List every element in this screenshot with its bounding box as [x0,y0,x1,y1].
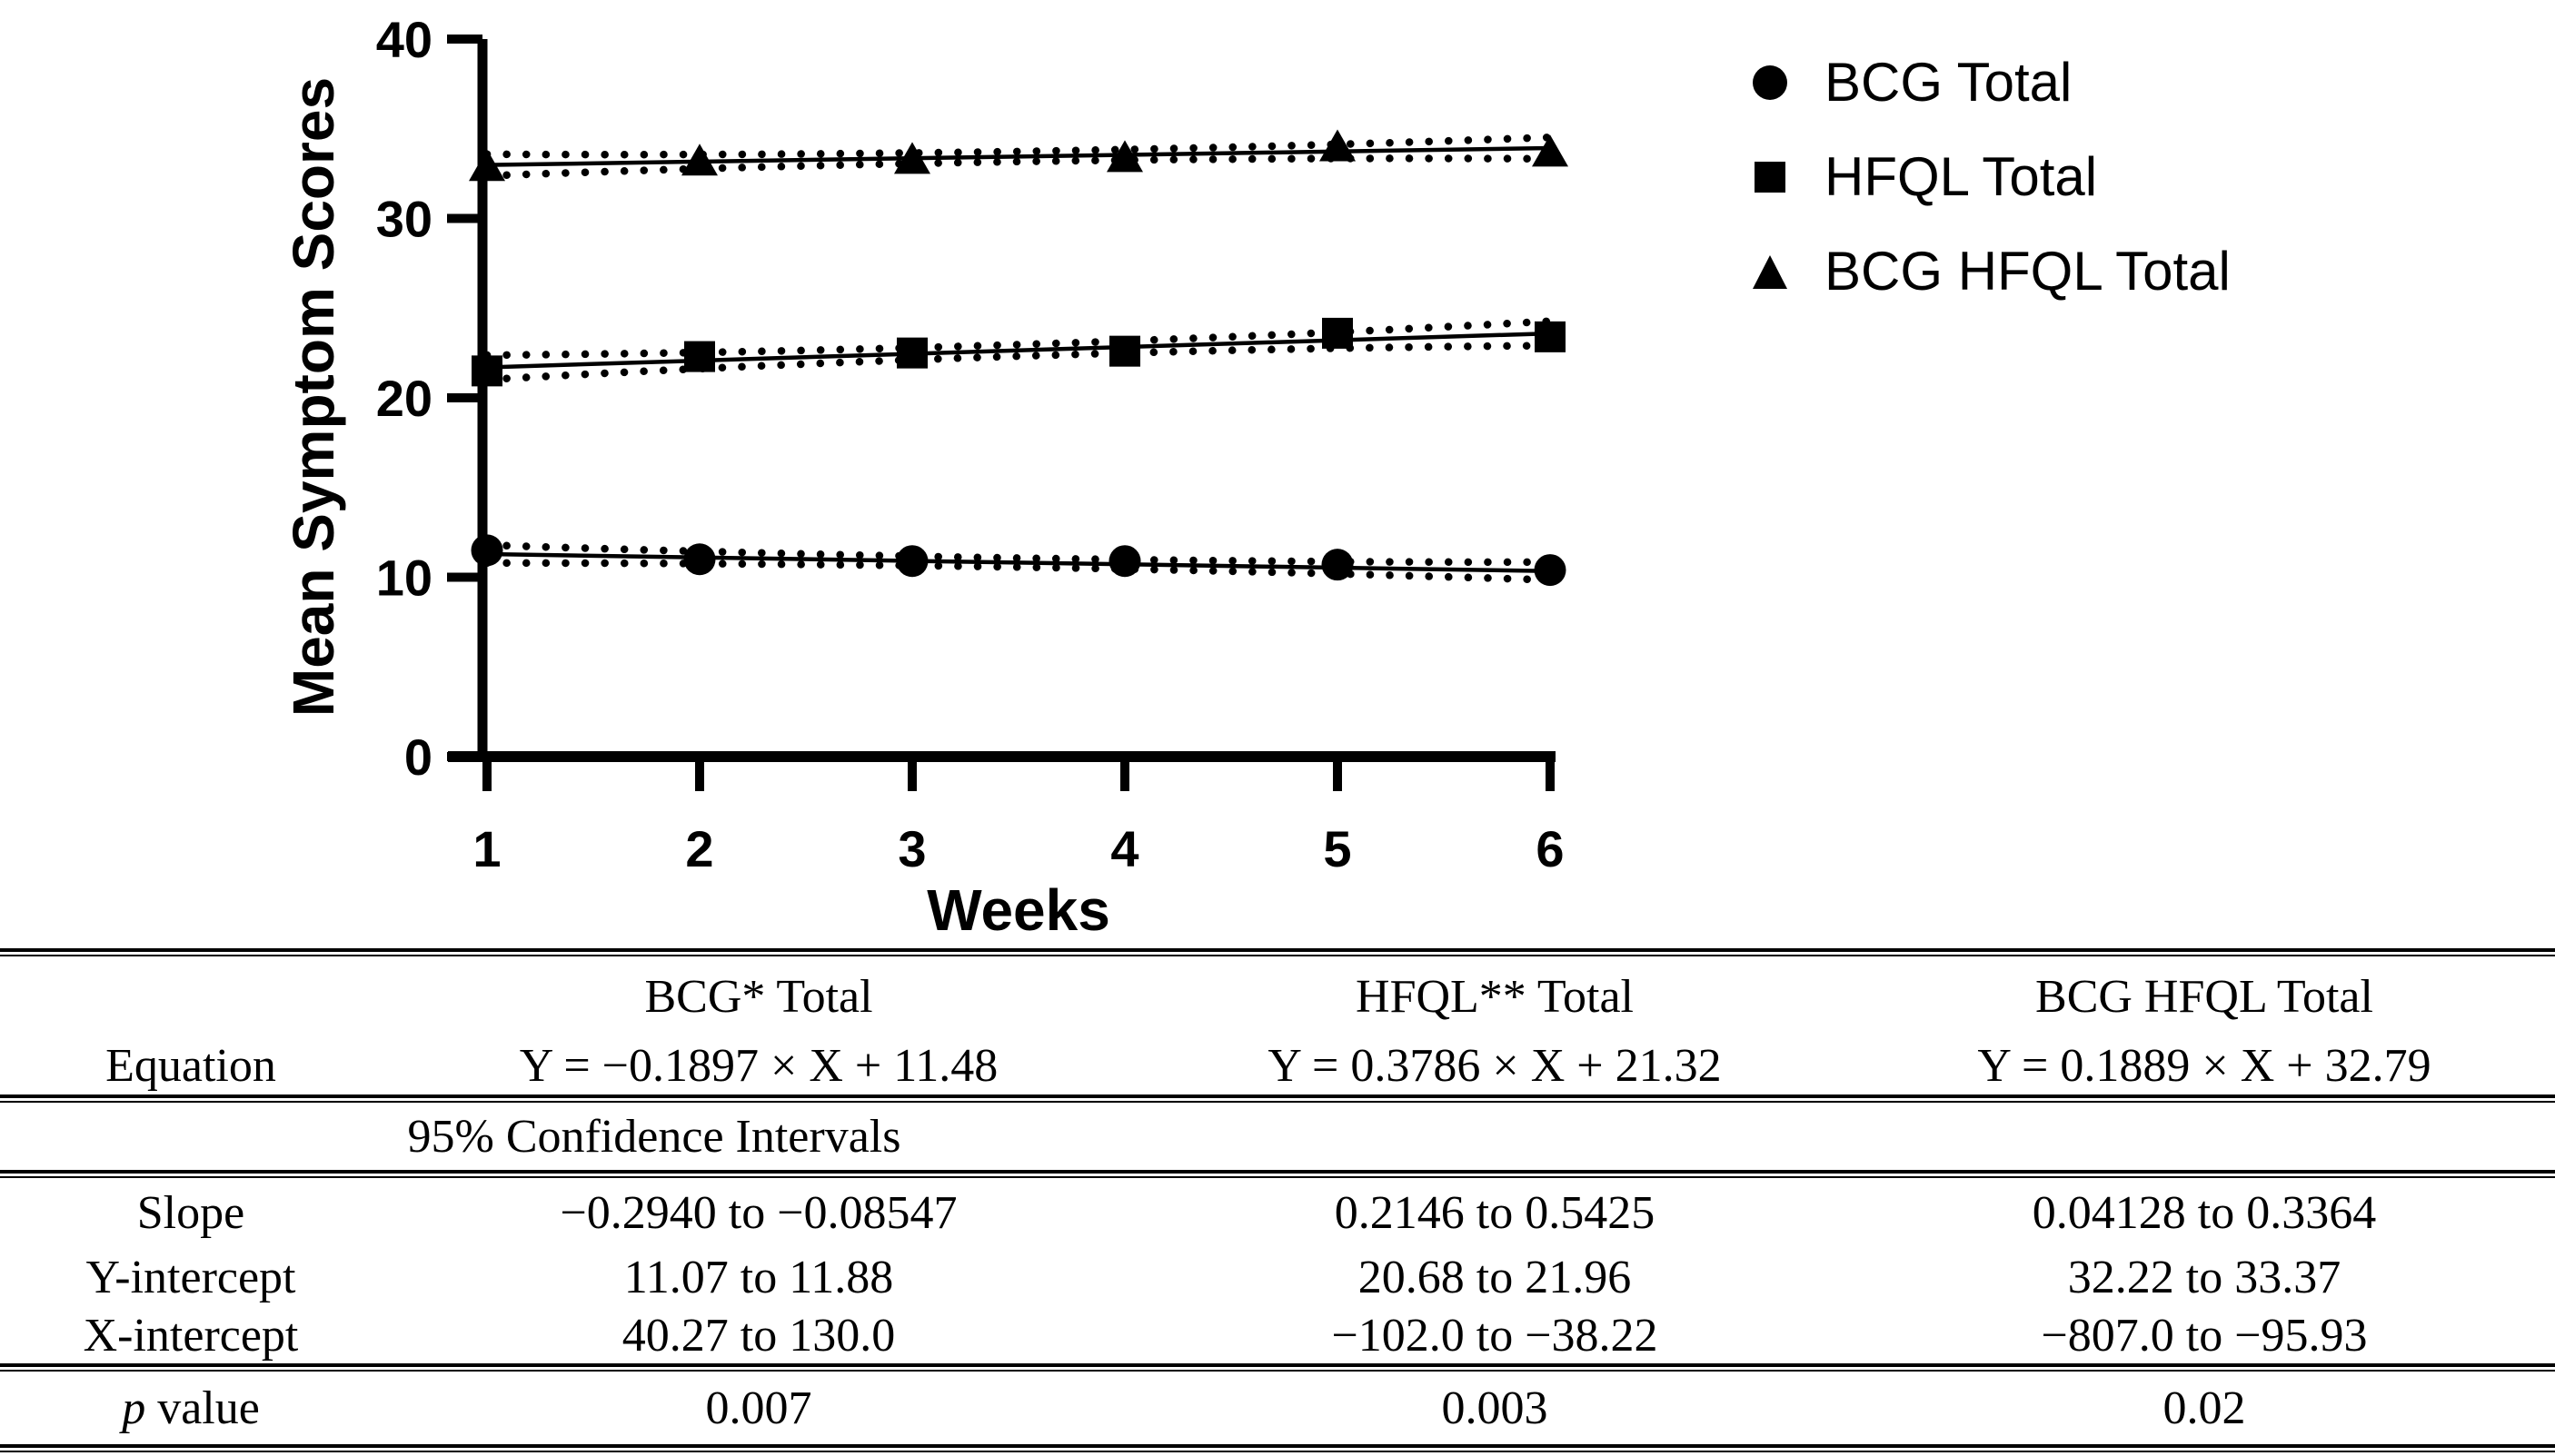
yint-ci-hfql: 20.68 to 21.96 [1357,1251,1632,1303]
row-label: Slope [136,1186,245,1239]
table-row-ci-section: 95% Confidence Intervals [0,1103,2555,1170]
equation-bcg-hfql: Y = 0.1889 × X + 32.79 [1977,1039,2431,1092]
row-label: p value [0,1382,382,1435]
legend-item-hfql-total: HFQL Total [1750,145,2231,209]
circle-marker-icon [1753,65,1787,100]
header-cell-hfql: HFQL** Total [1356,970,1634,1023]
table-header-row: BCG* Total HFQL** Total BCG HFQL Total [0,956,2555,1036]
square-marker-icon [1755,162,1785,193]
row-label: X-intercept [83,1309,299,1362]
table-row-y-intercept: Y-intercept 11.07 to 11.88 20.68 to 21.9… [0,1247,2555,1307]
slope-ci-hfql: 0.2146 to 0.5425 [1334,1186,1655,1239]
xint-ci-bcg-hfql: −807.0 to −95.93 [2041,1309,2368,1362]
svg-text:30: 30 [376,191,432,248]
legend-item-bcg-hfql-total: BCG HFQL Total [1750,240,2231,303]
table-rule [0,1094,2555,1103]
slope-ci-bcg-hfql: 0.04128 to 0.3364 [2032,1186,2377,1239]
xint-ci-bcg: 40.27 to 130.0 [621,1309,896,1362]
svg-text:2: 2 [685,820,713,877]
p-italic: p [122,1382,146,1434]
table-rule [0,1170,2555,1178]
table-rule-top [0,948,2555,956]
svg-text:5: 5 [1323,820,1351,877]
p-value-bcg-hfql: 0.02 [2162,1382,2246,1434]
yint-ci-bcg-hfql: 32.22 to 33.37 [2067,1251,2341,1303]
svg-text:Weeks: Weeks [927,877,1110,943]
chart-legend: BCG Total HFQL Total BCG HFQL Total [1750,51,2231,303]
table-row-p-value: p value 0.007 0.003 0.02 [0,1372,2555,1444]
ci-section-header: 95% Confidence Intervals [407,1110,901,1163]
svg-text:6: 6 [1536,820,1564,877]
symptom-scores-chart: 0 10 20 30 40 1 2 3 4 5 6 Weeks Mean Symptom Scores [281,11,1568,943]
legend-label: HFQL Total [1824,146,2098,207]
xint-ci-hfql: −102.0 to −38.22 [1331,1309,1658,1362]
table-row-equation: Equation Y = −0.1897 × X + 11.48 Y = 0.3… [0,1036,2555,1094]
table-row-slope: Slope −0.2940 to −0.08547 0.2146 to 0.54… [0,1178,2555,1247]
p-rest: value [145,1382,260,1434]
svg-text:0: 0 [404,728,432,786]
equation-bcg: Y = −0.1897 × X + 11.48 [519,1039,999,1092]
slope-ci-bcg: −0.2940 to −0.08547 [560,1186,958,1239]
svg-text:40: 40 [376,11,432,68]
row-label: Y-intercept [85,1251,296,1303]
equation-hfql: Y = 0.3786 × X + 21.32 [1268,1039,1722,1092]
svg-text:3: 3 [898,820,926,877]
row-label: Equation [105,1039,276,1092]
svg-text:Mean Symptom Scores: Mean Symptom Scores [281,77,346,717]
svg-text:1: 1 [472,820,501,877]
header-cell-bcg: BCG* Total [644,970,873,1023]
svg-text:20: 20 [376,370,432,427]
header-cell-bcg-hfql: BCG HFQL Total [2035,970,2373,1023]
triangle-marker-icon [1753,255,1787,289]
svg-text:10: 10 [376,550,432,607]
table-rule-bottom [0,1444,2555,1452]
yint-ci-bcg: 11.07 to 11.88 [623,1251,894,1303]
legend-item-bcg-total: BCG Total [1750,51,2231,114]
p-value-hfql: 0.003 [1441,1382,1548,1434]
legend-label: BCG HFQL Total [1824,241,2231,302]
svg-text:4: 4 [1110,820,1138,877]
table-rule [0,1363,2555,1372]
p-value-bcg: 0.007 [705,1382,812,1434]
legend-label: BCG Total [1824,52,2073,113]
regression-stats-table: BCG* Total HFQL** Total BCG HFQL Total E… [0,948,2555,1452]
table-row-x-intercept: X-intercept 40.27 to 130.0 −102.0 to −38… [0,1307,2555,1363]
